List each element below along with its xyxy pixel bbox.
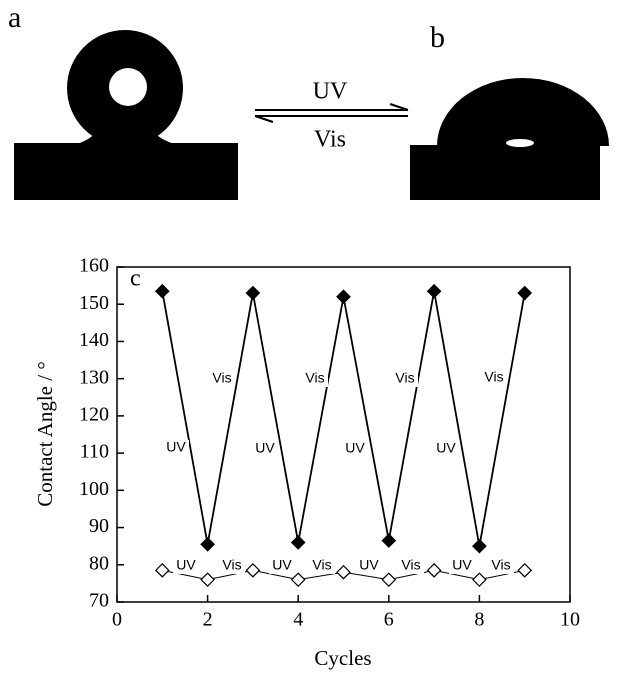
data-point — [426, 563, 442, 578]
annotation-bg — [163, 440, 189, 456]
annotation: Vis — [401, 557, 420, 573]
data-point — [290, 535, 306, 550]
annotation-bg — [392, 371, 418, 387]
y-tick-label: 90 — [89, 515, 109, 537]
annotation-bg — [309, 558, 335, 574]
data-point — [381, 572, 397, 588]
annotation-bg — [488, 558, 514, 574]
switch-arrows — [254, 103, 409, 123]
annotation-bg — [252, 441, 278, 457]
annotation: UV — [345, 440, 365, 456]
annotation-bg — [269, 558, 295, 574]
data-point — [200, 572, 215, 588]
data-point — [290, 572, 306, 588]
data-point — [472, 572, 487, 588]
annotation: UV — [255, 440, 275, 456]
annotation: Vis — [305, 370, 324, 386]
annotation-bg — [433, 441, 459, 457]
data-point — [426, 283, 442, 299]
y-tick-label: 120 — [79, 403, 109, 425]
y-tick-label: 140 — [79, 329, 109, 351]
arrow-label: Vis — [314, 127, 346, 153]
x-tick-label: 10 — [560, 609, 580, 631]
panel-label: b — [430, 21, 445, 54]
annotation: Vis — [491, 557, 510, 573]
annotation-bg — [342, 441, 368, 457]
data-point — [200, 536, 215, 552]
annotation-bg — [219, 558, 245, 574]
droplet-b — [410, 78, 609, 200]
series-line — [161, 291, 526, 547]
annotation: UV — [272, 557, 292, 573]
panel-label: a — [8, 1, 21, 34]
data-point — [245, 563, 261, 578]
annotation-bg — [398, 558, 424, 574]
y-tick-label: 80 — [89, 552, 109, 574]
data-point — [336, 564, 351, 580]
data-point — [517, 563, 533, 578]
x-tick-label: 4 — [293, 609, 303, 631]
y-tick-label: 130 — [79, 366, 109, 388]
x-tick-label: 0 — [112, 609, 122, 631]
data-point — [245, 285, 261, 301]
annotation: UV — [436, 440, 456, 456]
annotation: Vis — [222, 557, 241, 573]
x-axis-label: Cycles — [314, 646, 371, 670]
annotation: UV — [359, 557, 379, 573]
y-tick-label: 150 — [79, 292, 109, 314]
annotation: UV — [452, 557, 472, 573]
annotation-bg — [173, 558, 199, 574]
y-tick-label: 110 — [80, 441, 109, 463]
annotation-bg — [356, 558, 382, 574]
annotation: UV — [176, 557, 196, 573]
data-point — [472, 538, 487, 554]
annotation-bg — [481, 370, 507, 386]
y-tick-label: 160 — [79, 255, 109, 277]
y-tick-label: 70 — [89, 590, 109, 612]
annotation: UV — [166, 439, 186, 455]
data-point — [154, 563, 170, 578]
x-tick-label: 6 — [384, 609, 394, 631]
annotation: Vis — [484, 369, 503, 385]
droplet-a — [14, 30, 238, 200]
x-tick-label: 2 — [203, 609, 213, 631]
annotation-bg — [209, 371, 235, 387]
arrow-label: UV — [313, 79, 348, 105]
annotation: Vis — [395, 370, 414, 386]
annotation: Vis — [312, 557, 331, 573]
x-tick-label: 8 — [474, 609, 484, 631]
y-axis-label: Contact Angle / ° — [33, 361, 57, 506]
annotation: Vis — [212, 370, 231, 386]
annotation-bg — [449, 558, 475, 574]
annotation-bg — [302, 371, 328, 387]
y-tick-label: 100 — [79, 478, 109, 500]
data-point — [154, 283, 170, 299]
data-point — [336, 289, 351, 305]
data-point — [517, 285, 533, 301]
plot-frame — [116, 266, 571, 603]
panel-label: c — [130, 266, 141, 292]
data-point — [381, 533, 397, 548]
